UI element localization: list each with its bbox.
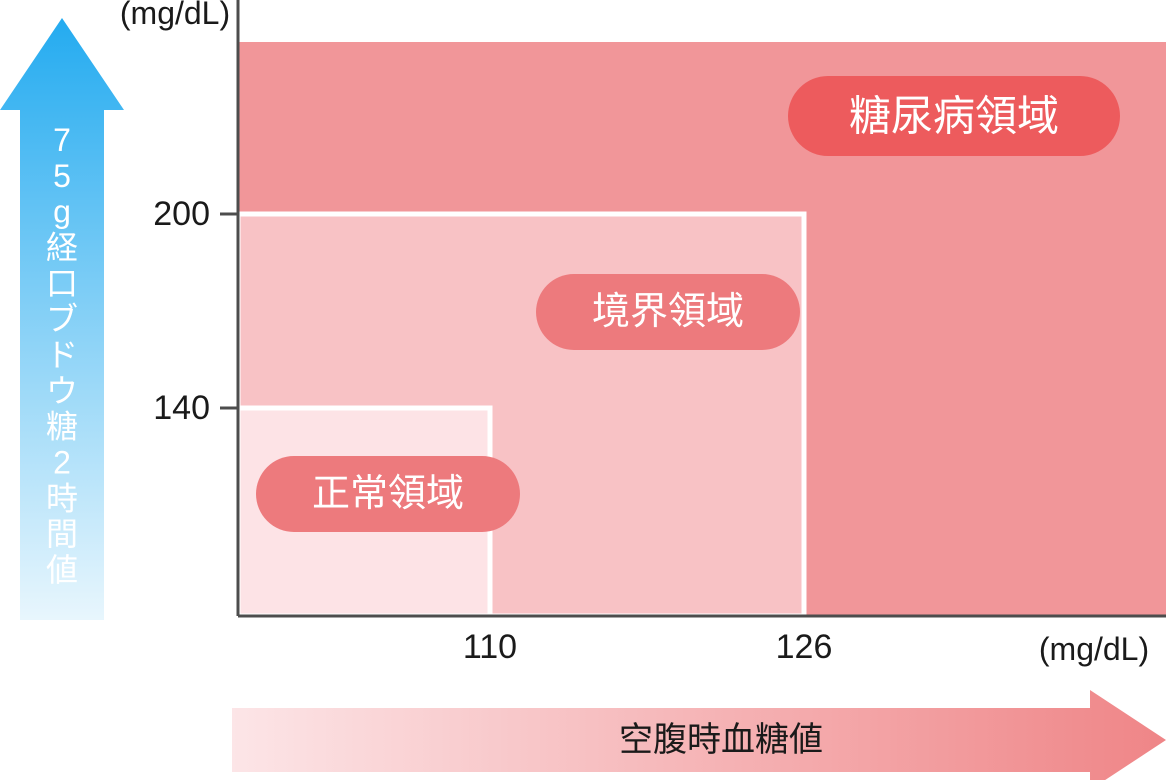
x-tick-label: 126 (776, 628, 833, 666)
x-axis-title: 空腹時血糖値 (619, 721, 823, 759)
x-axis-unit-label: (mg/dL) (1039, 631, 1149, 667)
label-normal: 正常領域 (312, 473, 464, 515)
y-tick-label: 140 (153, 389, 210, 427)
label-borderline: 境界領域 (592, 291, 744, 333)
x-ticks-group: 110 126 (463, 628, 832, 666)
y-tick-label: 200 (153, 195, 210, 233)
label-diabetic: 糖尿病領域 (849, 93, 1059, 140)
x-tick-label: 110 (463, 628, 517, 666)
y-axis-unit-label: (mg/dL) (120, 0, 230, 31)
y-ticks-group: 200 140 (153, 195, 238, 427)
